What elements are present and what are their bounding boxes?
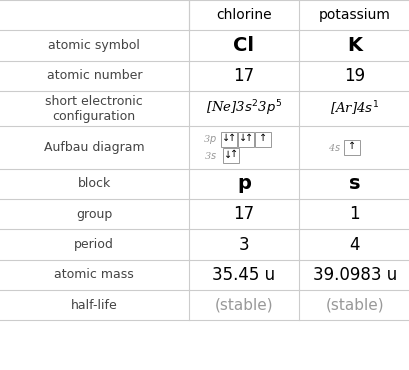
Text: p: p <box>236 174 250 194</box>
Text: half-life: half-life <box>71 299 117 312</box>
Text: 4: 4 <box>348 236 359 253</box>
Text: period: period <box>74 238 114 251</box>
Bar <box>254 131 270 147</box>
Text: 39.0983 u: 39.0983 u <box>312 266 396 284</box>
Text: 1: 1 <box>348 205 359 223</box>
Text: 3$p$: 3$p$ <box>203 133 217 146</box>
Text: ↑: ↑ <box>347 141 355 151</box>
Text: potassium: potassium <box>318 8 390 22</box>
Text: block: block <box>77 177 111 191</box>
Text: ↓: ↓ <box>238 133 246 143</box>
Text: 35.45 u: 35.45 u <box>212 266 275 284</box>
Text: chlorine: chlorine <box>216 8 271 22</box>
Text: ↑: ↑ <box>258 133 266 143</box>
Text: ↑: ↑ <box>245 133 253 143</box>
Text: Cl: Cl <box>233 36 254 55</box>
Text: group: group <box>76 208 112 221</box>
Text: 17: 17 <box>233 67 254 85</box>
Bar <box>238 131 253 147</box>
Bar <box>221 131 236 147</box>
Text: s: s <box>348 174 360 194</box>
Text: 4$s$: 4$s$ <box>327 142 340 153</box>
Text: [Ar]4$s^1$: [Ar]4$s^1$ <box>329 100 378 118</box>
Text: atomic number: atomic number <box>47 69 142 83</box>
Text: ↑: ↑ <box>228 133 236 143</box>
Text: ↓: ↓ <box>223 149 231 159</box>
Text: ↑: ↑ <box>230 149 238 159</box>
Bar <box>344 139 359 155</box>
Text: Aufbau diagram: Aufbau diagram <box>44 141 144 154</box>
Text: (stable): (stable) <box>214 298 272 313</box>
Text: ↓: ↓ <box>221 133 229 143</box>
Bar <box>223 148 238 163</box>
Text: 17: 17 <box>233 205 254 223</box>
Text: 3: 3 <box>238 236 249 253</box>
Text: [Ne]3$s^2$3$p^5$: [Ne]3$s^2$3$p^5$ <box>205 99 281 118</box>
Text: 19: 19 <box>343 67 364 85</box>
Text: 3$s$: 3$s$ <box>204 150 217 161</box>
Text: K: K <box>346 36 361 55</box>
Text: short electronic
configuration: short electronic configuration <box>45 95 143 122</box>
Text: atomic mass: atomic mass <box>54 268 134 282</box>
Text: atomic symbol: atomic symbol <box>48 39 140 52</box>
Text: (stable): (stable) <box>325 298 383 313</box>
